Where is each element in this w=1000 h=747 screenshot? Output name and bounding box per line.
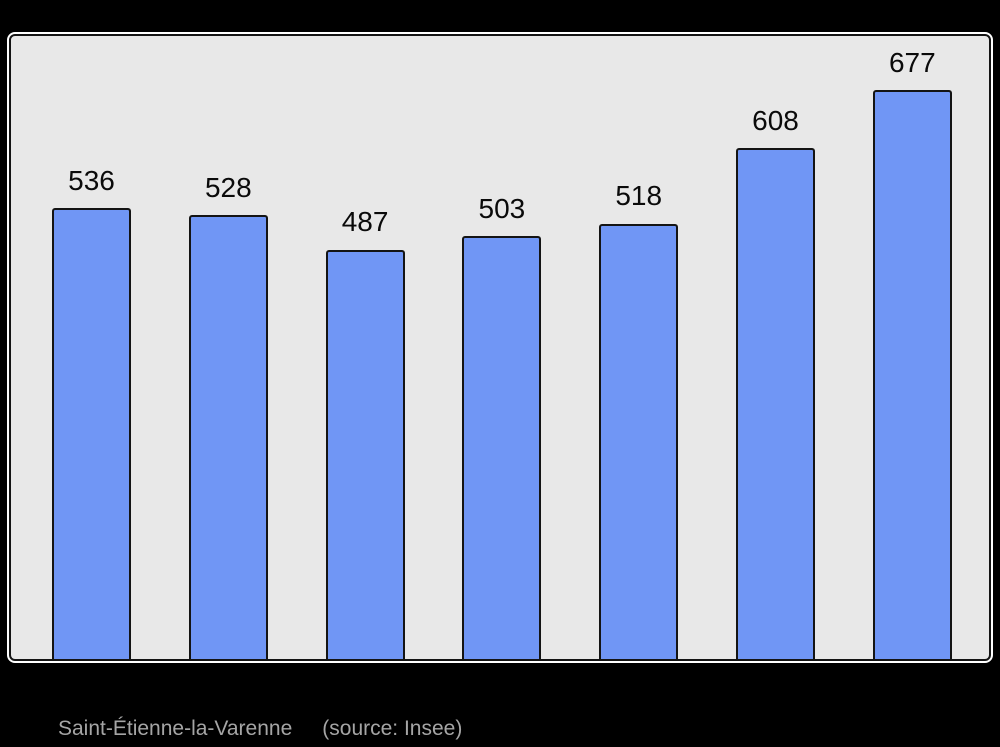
caption-source: (source: Insee) [322,717,463,740]
bar [872,89,952,659]
bar-value-label: 528 [204,171,252,203]
bar-value-label: 677 [888,46,936,78]
bar [462,236,542,659]
bar [736,147,815,659]
bar-value-label: 608 [752,104,799,136]
bar [325,249,405,659]
bar-value-label: 518 [615,180,663,212]
bar-value-label: 536 [68,165,115,197]
chart-panel: 536 528 487 503 518 608 677 [9,34,991,661]
bar-value-label: 487 [341,206,389,238]
bar [188,215,268,659]
bar-value-label: 503 [478,192,526,224]
bar [52,208,131,659]
caption-commune-name: Saint-Étienne-la-Varenne [58,717,293,740]
caption: Saint-Étienne-la-Varenne (source: Insee) [58,716,462,741]
bar [599,223,679,659]
